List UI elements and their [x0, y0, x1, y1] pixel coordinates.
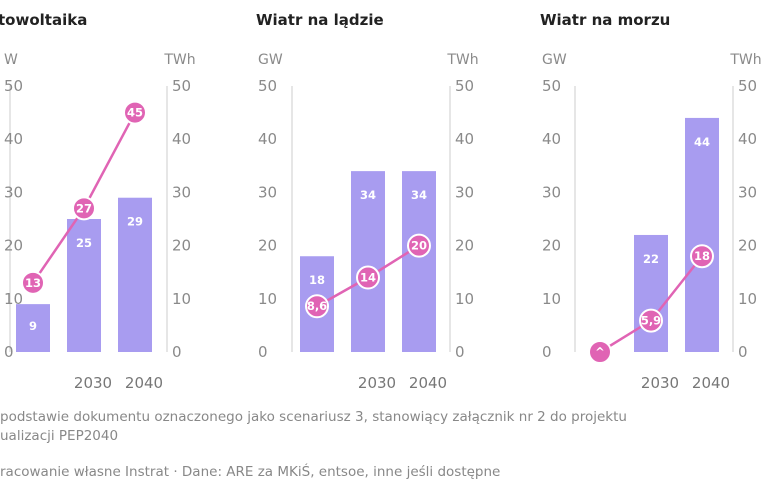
chart-3-left-unit: GW [542, 52, 567, 68]
chart-1-bar-3 [118, 197, 152, 352]
chart-1-left-tick-40: 40 [4, 130, 23, 148]
chart-1-right-tick-20: 20 [172, 237, 191, 255]
chart-3-line-label-1: ^ [595, 345, 605, 359]
chart-2-right-tick-0: 0 [455, 343, 465, 361]
chart-1-left-tick-50: 50 [4, 77, 23, 95]
chart-2-left-tick-20: 20 [258, 237, 277, 255]
chart-3-right-unit: TWh [729, 52, 761, 68]
chart-3-left-tick-10: 10 [542, 290, 561, 308]
chart-2-left-tick-40: 40 [258, 130, 277, 148]
chart-2-line-label-2: 14 [360, 271, 376, 285]
chart-2-x-label-2030: 2030 [358, 374, 396, 392]
chart-3-line-label-3: 18 [694, 249, 710, 263]
chart-1-bar-label-1: 9 [29, 319, 37, 333]
chart-2-left-tick-50: 50 [258, 77, 277, 95]
chart-1-right-tick-30: 30 [172, 183, 191, 201]
chart-3-line-point-3 [690, 244, 714, 269]
chart-1-right-tick-10: 10 [172, 290, 191, 308]
chart-1-bar-2 [67, 219, 101, 352]
chart-2-right-tick-10: 10 [455, 290, 474, 308]
chart-1-right-tick-0: 0 [172, 343, 182, 361]
source-note-line-2: ualizacji PEP2040 [0, 428, 119, 444]
chart-1-right-unit: TWh [163, 52, 195, 68]
chart-1-x-label-2040: 2040 [125, 374, 163, 392]
chart-2-bar-label-3: 34 [411, 188, 427, 202]
chart-3-bar-3 [685, 117, 719, 352]
chart-2-left-tick-30: 30 [258, 183, 277, 201]
chart-2-x-label-2040: 2040 [409, 374, 447, 392]
chart-2-line-point-2 [356, 265, 380, 290]
chart-1-x-label-2030: 2030 [74, 374, 112, 392]
chart-1-right-tick-40: 40 [172, 130, 191, 148]
chart-1-left-tick-0: 0 [4, 343, 14, 361]
chart-2-title: Wiatr na lądzie [256, 11, 384, 29]
chart-1-line-label-2: 27 [76, 201, 92, 215]
chart-1-line-label-1: 13 [25, 276, 41, 290]
chart-1-left-tick-20: 20 [4, 237, 23, 255]
chart-1-bar-1 [16, 304, 50, 352]
chart-1-left-unit: W [4, 52, 18, 68]
chart-2-line-label-1: 8,6 [307, 299, 327, 313]
chart-2-bar-label-2: 34 [360, 188, 376, 202]
chart-3-right-tick-30: 30 [738, 183, 757, 201]
chart-2-bar-2 [351, 171, 385, 352]
chart-3-line-point-1 [588, 340, 612, 364]
chart-2-bar-3 [402, 171, 436, 352]
chart-3-left-tick-50: 50 [542, 77, 561, 95]
chart-1-right-tick-50: 50 [172, 77, 191, 95]
chart-3-left-tick-0: 0 [542, 343, 552, 361]
chart-2-right-tick-20: 20 [455, 237, 474, 255]
chart-2-left-tick-0: 0 [258, 343, 268, 361]
chart-1-left-tick-30: 30 [4, 183, 23, 201]
credit-note: racowanie własne Instrat · Dane: ARE za … [0, 464, 501, 480]
chart-3-line-label-2: 5,9 [641, 314, 661, 328]
chart-1-bar-label-3: 29 [127, 215, 143, 229]
chart-2-line-point-3 [407, 233, 431, 258]
chart-2-right-tick-50: 50 [455, 77, 474, 95]
chart-3-right-tick-50: 50 [738, 77, 757, 95]
chart-3-right-tick-40: 40 [738, 130, 757, 148]
chart-2-left-tick-10: 10 [258, 290, 277, 308]
source-note-line-1: podstawie dokumentu oznaczonego jako sce… [0, 409, 627, 425]
chart-3-right-tick-0: 0 [738, 343, 748, 361]
chart-2-line-point-1 [305, 294, 329, 319]
chart-3-line-point-2 [639, 308, 663, 333]
chart-1-left-tick-10: 10 [4, 290, 23, 308]
chart-2-left-unit: GW [258, 52, 283, 68]
chart-3-x-label-2030: 2030 [641, 374, 679, 392]
chart-3-left-tick-40: 40 [542, 130, 561, 148]
chart-1-title: towoltaika [0, 11, 87, 29]
chart-2-right-unit: TWh [446, 52, 478, 68]
chart-2-right-tick-40: 40 [455, 130, 474, 148]
chart-3-bar-label-3: 44 [694, 135, 710, 149]
chart-3-bar-label-2: 22 [643, 252, 659, 266]
chart-1-line-label-3: 45 [127, 106, 143, 120]
chart-2-line-label-3: 20 [411, 239, 427, 253]
chart-3-title: Wiatr na morzu [540, 11, 670, 29]
chart-3-x-label-2040: 2040 [692, 374, 730, 392]
chart-3-left-tick-30: 30 [542, 183, 561, 201]
chart-1-bar-label-2: 25 [76, 236, 92, 250]
chart-2-bar-label-1: 18 [309, 273, 325, 287]
chart-1-line-point-2 [72, 196, 96, 221]
chart-1-line-point-1 [21, 270, 45, 295]
chart-3-left-tick-20: 20 [542, 237, 561, 255]
chart-2-right-tick-30: 30 [455, 183, 474, 201]
chart-3-right-tick-20: 20 [738, 237, 757, 255]
chart-3-right-tick-10: 10 [738, 290, 757, 308]
chart-1-line-point-3 [123, 100, 147, 125]
